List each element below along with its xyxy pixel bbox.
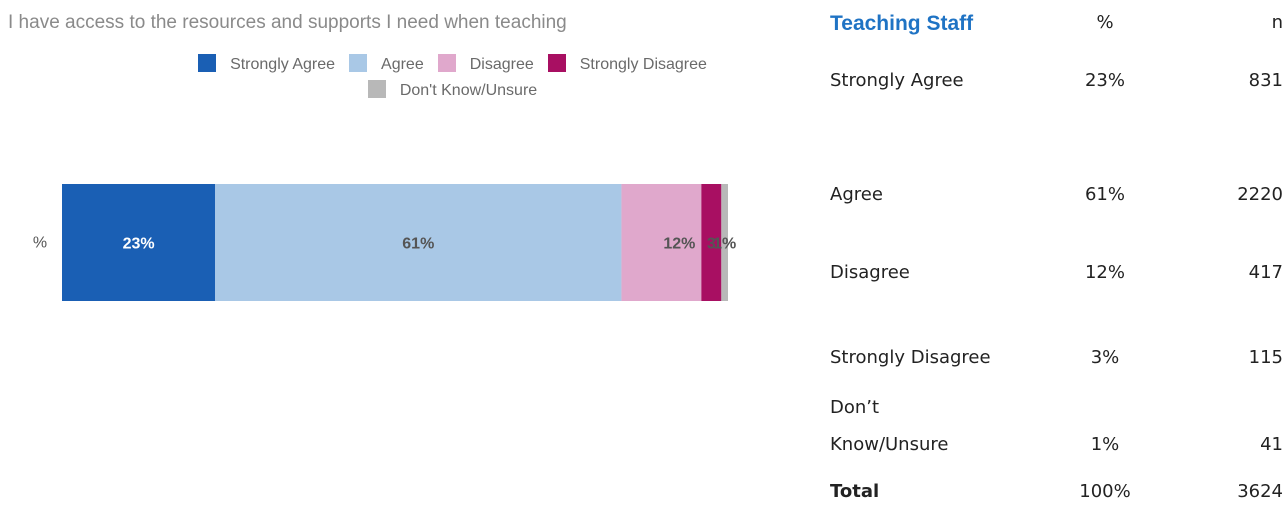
legend-item: Strongly Disagree [547, 52, 707, 78]
data-label: 12% [663, 236, 695, 253]
table-row-label-line2: Know/Unsure [830, 434, 949, 455]
legend-label: Strongly Disagree [579, 56, 707, 73]
table-row-pct: 1% [1090, 434, 1120, 455]
legend-label: Strongly Agree [230, 56, 336, 73]
legend-item: Strongly Agree [198, 52, 335, 78]
data-label: 23% [123, 236, 155, 253]
table-row-pct: 23% [1084, 70, 1125, 91]
legend-label: Don't Know/Unsure [399, 82, 538, 99]
table-header-n: n [1271, 12, 1283, 33]
table-row-n: 417 [1248, 262, 1283, 283]
stacked-bar-chart: I have access to the resources and suppo… [8, 12, 736, 301]
bar-segment [701, 184, 722, 301]
chart-plot: % 23% 61% 12% 31% [33, 184, 736, 301]
table-total-pct: 100% [1079, 481, 1131, 502]
table-total-n: 3624 [1237, 481, 1283, 502]
bar-segment [621, 184, 702, 301]
legend-swatch [198, 54, 217, 72]
table-row-n: 41 [1260, 434, 1283, 455]
legend-swatch [367, 80, 386, 98]
table-row-label: Strongly Agree [830, 70, 964, 91]
legend-swatch [437, 54, 456, 72]
chart-title: I have access to the resources and suppo… [8, 12, 567, 33]
data-label: 3 [707, 236, 716, 253]
legend-swatch [349, 54, 368, 72]
bar-segment [62, 184, 216, 301]
legend-item: Disagree [437, 52, 534, 78]
legend-item: Agree [349, 52, 424, 78]
category-label: % [33, 235, 47, 252]
table-total-label: Total [830, 481, 880, 502]
table-header-pct: % [1096, 12, 1114, 33]
table-row-n: 2220 [1237, 184, 1283, 205]
chart-legend: Strongly Agree Agree Disagree Strongly Disa… [80, 52, 825, 104]
data-label: 61% [402, 236, 434, 253]
bar-segment [721, 184, 728, 301]
table-row-label: Disagree [830, 262, 910, 283]
table-row-label: Strongly Disagree [830, 347, 991, 368]
table-row-label: Agree [830, 184, 883, 205]
legend-label: Agree [381, 56, 424, 73]
table-row-label-line1: Don’t [830, 397, 880, 418]
table-row-pct: 61% [1084, 184, 1125, 205]
data-label: 1% [713, 236, 736, 253]
legend-item: Don't Know/Unsure [367, 78, 538, 104]
legend-label: Disagree [469, 56, 534, 73]
bar-segment [215, 184, 622, 301]
table-row-n: 115 [1248, 347, 1283, 368]
table-row-pct: 3% [1090, 347, 1120, 368]
legend-swatch [547, 54, 566, 72]
table-header-title: Teaching Staff [830, 12, 974, 35]
table-row-pct: 12% [1084, 262, 1125, 283]
table-row-n: 831 [1248, 70, 1283, 91]
staff-table: Teaching Staff % n Strongly Agree 23% 83… [828, 0, 1283, 512]
